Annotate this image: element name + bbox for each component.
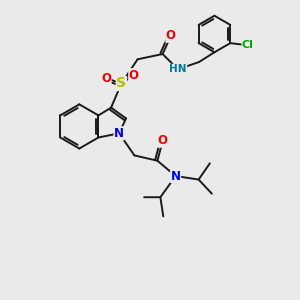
Text: N: N <box>171 169 181 182</box>
Text: S: S <box>116 76 126 91</box>
Text: O: O <box>129 69 139 82</box>
Text: Cl: Cl <box>242 40 254 50</box>
Text: O: O <box>158 134 168 147</box>
Text: O: O <box>101 72 111 85</box>
Text: HN: HN <box>169 64 187 74</box>
Text: N: N <box>114 127 124 140</box>
Text: O: O <box>166 29 176 42</box>
